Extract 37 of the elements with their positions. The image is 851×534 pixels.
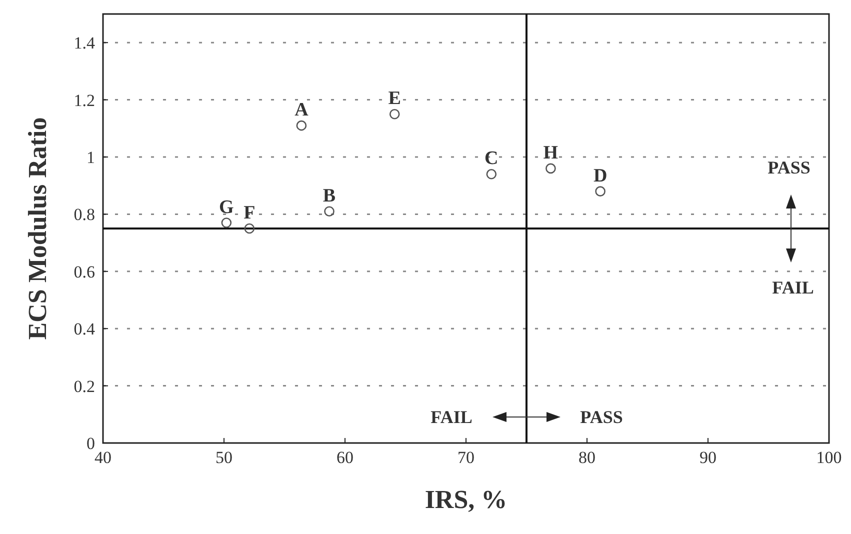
y-tick-label: 0.6 bbox=[74, 262, 95, 282]
y-tick-label: 1 bbox=[86, 148, 95, 167]
x-tick-label: 90 bbox=[700, 448, 716, 467]
y-tick-label: 0.8 bbox=[74, 205, 95, 224]
annotation: C bbox=[484, 148, 498, 170]
y-tick-label: 1.2 bbox=[74, 90, 95, 110]
x-tick-label: 80 bbox=[578, 448, 596, 467]
annotation: H bbox=[543, 142, 558, 164]
annotation: PASS bbox=[768, 158, 810, 178]
annotation: E bbox=[388, 88, 401, 110]
point bbox=[595, 186, 606, 196]
point bbox=[296, 120, 307, 131]
annotation: FAIL bbox=[430, 407, 472, 427]
y-axis-title: ECS Modulus Ratio bbox=[23, 117, 52, 340]
annotation: G bbox=[219, 196, 234, 218]
point bbox=[546, 163, 556, 174]
annotation: D bbox=[593, 165, 608, 186]
x-tick-label: 40 bbox=[94, 448, 112, 467]
annotation: F bbox=[244, 202, 256, 224]
point bbox=[244, 223, 255, 234]
point bbox=[389, 108, 400, 120]
y-tick-label: 0.4 bbox=[74, 320, 96, 339]
x-tick-label: 60 bbox=[336, 448, 354, 467]
annotation: FAIL bbox=[772, 278, 814, 298]
y-tick-label: 1.4 bbox=[74, 34, 96, 53]
y-tick-label: 0 bbox=[86, 434, 95, 453]
point bbox=[486, 169, 497, 180]
x-tick-label: 50 bbox=[216, 448, 232, 467]
point bbox=[221, 218, 232, 228]
x-tick-label: 100 bbox=[816, 448, 842, 467]
x-axis-title: IRS, % bbox=[424, 485, 508, 514]
point bbox=[324, 206, 334, 216]
y-tick-label: 0.2 bbox=[74, 376, 95, 396]
annotation: B bbox=[322, 185, 336, 206]
annotation: A bbox=[294, 100, 309, 121]
x-tick-label: 70 bbox=[458, 448, 474, 467]
annotation: PASS bbox=[580, 407, 623, 427]
